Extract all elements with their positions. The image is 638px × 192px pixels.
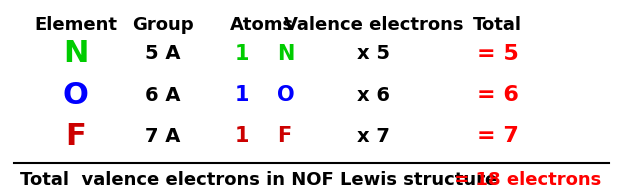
Text: F: F <box>278 127 292 146</box>
Text: = 18 electrons: = 18 electrons <box>448 171 602 189</box>
Text: Total: Total <box>473 16 523 34</box>
Text: Group: Group <box>132 16 193 34</box>
Text: Valence electrons: Valence electrons <box>284 16 463 34</box>
Text: x 6: x 6 <box>357 86 390 105</box>
Text: N: N <box>63 39 89 68</box>
Text: 1: 1 <box>235 127 249 146</box>
Text: = 7: = 7 <box>477 127 519 146</box>
Text: 6 A: 6 A <box>145 86 181 105</box>
Text: = 5: = 5 <box>477 44 519 64</box>
Text: 1: 1 <box>235 44 249 64</box>
Text: N: N <box>278 44 295 64</box>
Text: x 5: x 5 <box>357 44 390 63</box>
Text: 5 A: 5 A <box>145 44 181 63</box>
Text: Total  valence electrons in NOF Lewis structure: Total valence electrons in NOF Lewis str… <box>20 171 497 189</box>
Text: 7 A: 7 A <box>145 127 181 146</box>
Text: O: O <box>278 85 295 105</box>
Text: O: O <box>63 81 89 110</box>
Text: Element: Element <box>34 16 117 34</box>
Text: = 6: = 6 <box>477 85 519 105</box>
Text: x 7: x 7 <box>357 127 390 146</box>
Text: 1: 1 <box>235 85 249 105</box>
Text: F: F <box>66 122 86 151</box>
Text: Atoms: Atoms <box>230 16 294 34</box>
